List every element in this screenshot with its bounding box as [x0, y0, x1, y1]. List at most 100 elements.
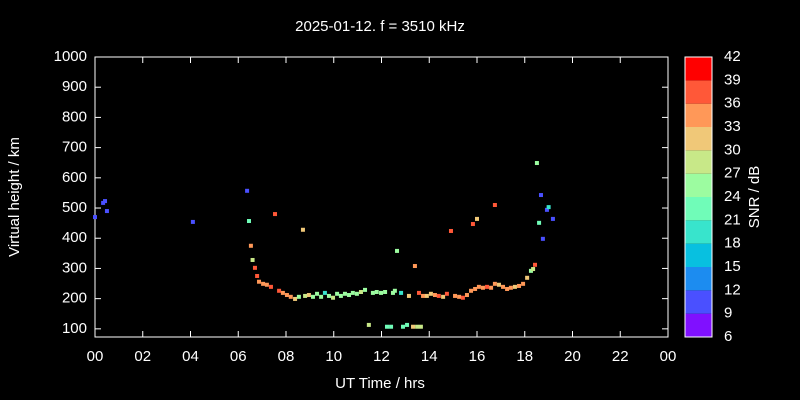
- point: [399, 290, 404, 295]
- x-tick-label: 06: [230, 348, 247, 365]
- point: [255, 273, 260, 278]
- point: [390, 290, 395, 295]
- colorbar-band: [685, 313, 712, 337]
- point: [246, 219, 251, 224]
- point: [354, 291, 359, 296]
- point: [534, 161, 539, 166]
- colorbar-band: [685, 57, 712, 81]
- colorbar-tick-label: 42: [724, 48, 741, 65]
- colorbar-label: SNR / dB: [746, 166, 763, 229]
- point: [277, 288, 282, 293]
- point: [469, 288, 474, 293]
- point: [335, 291, 340, 296]
- point: [322, 290, 327, 295]
- y-tick-label: 700: [62, 139, 87, 156]
- point: [448, 228, 453, 233]
- y-tick-label: 300: [62, 259, 87, 276]
- point: [453, 293, 458, 298]
- point: [540, 236, 545, 241]
- point: [544, 207, 549, 212]
- y-tick-label: 900: [62, 78, 87, 95]
- colorbar-band: [685, 103, 712, 127]
- x-tick-label: 20: [564, 348, 581, 365]
- point: [475, 216, 479, 221]
- point: [261, 281, 266, 286]
- point: [379, 290, 384, 295]
- point: [395, 248, 400, 253]
- point: [250, 257, 255, 262]
- point: [444, 291, 449, 296]
- y-tick-label: 100: [62, 320, 87, 337]
- x-tick-label: 18: [516, 348, 533, 365]
- x-tick-label: 04: [182, 348, 199, 365]
- point: [366, 322, 371, 327]
- point: [303, 293, 308, 298]
- colorbar-band: [685, 127, 712, 151]
- point: [288, 294, 293, 299]
- point: [331, 295, 336, 300]
- colorbar-tick-label: 9: [724, 305, 732, 322]
- x-tick-label: 16: [469, 348, 486, 365]
- colorbar-tick-label: 30: [724, 141, 741, 158]
- point: [418, 324, 423, 329]
- point: [384, 324, 389, 329]
- point: [248, 243, 253, 248]
- point: [489, 285, 494, 290]
- point: [315, 291, 320, 296]
- point: [190, 219, 195, 224]
- colorbar-band: [685, 290, 712, 314]
- point: [245, 188, 250, 193]
- x-tick-label: 00: [87, 348, 104, 365]
- colorbar-band: [685, 150, 712, 174]
- point: [531, 267, 536, 272]
- point: [492, 281, 497, 286]
- point: [492, 203, 497, 208]
- colorbar-tick-label: 18: [724, 235, 741, 252]
- point: [416, 290, 421, 295]
- colorbar-tick-label: 12: [724, 281, 741, 298]
- point: [517, 283, 522, 288]
- x-tick-label: 12: [373, 348, 390, 365]
- point: [470, 222, 475, 227]
- point: [441, 294, 446, 299]
- point: [436, 293, 441, 298]
- point: [421, 293, 426, 298]
- point: [306, 293, 311, 298]
- point: [338, 293, 343, 298]
- point: [284, 293, 289, 298]
- point: [392, 288, 397, 293]
- point: [400, 324, 405, 329]
- point: [293, 296, 298, 301]
- point: [350, 290, 355, 295]
- point: [268, 284, 273, 289]
- point: [512, 284, 517, 289]
- point: [424, 293, 429, 298]
- y-tick-label: 1000: [54, 48, 87, 65]
- point: [473, 286, 478, 291]
- point: [374, 289, 379, 294]
- point: [457, 294, 462, 299]
- y-tick-label: 200: [62, 290, 87, 307]
- x-tick-label: 08: [278, 348, 295, 365]
- colorbar-frame: [684, 56, 713, 338]
- point: [358, 289, 363, 294]
- y-tick-label: 400: [62, 229, 87, 246]
- point: [300, 227, 305, 232]
- y-tick-label: 800: [62, 108, 87, 125]
- colorbar-tick-label: 33: [724, 118, 741, 135]
- y-tick-label: 500: [62, 199, 87, 216]
- point: [538, 193, 543, 198]
- point: [485, 284, 490, 289]
- point: [370, 290, 375, 295]
- point: [415, 324, 420, 329]
- point: [347, 293, 352, 298]
- x-tick-label: 22: [612, 348, 629, 365]
- point: [326, 293, 331, 298]
- point: [546, 205, 551, 210]
- colorbar-tick-label: 24: [724, 188, 741, 205]
- point: [93, 215, 97, 220]
- colorbar-tick-label: 39: [724, 71, 741, 88]
- point: [501, 284, 506, 289]
- point: [525, 275, 530, 280]
